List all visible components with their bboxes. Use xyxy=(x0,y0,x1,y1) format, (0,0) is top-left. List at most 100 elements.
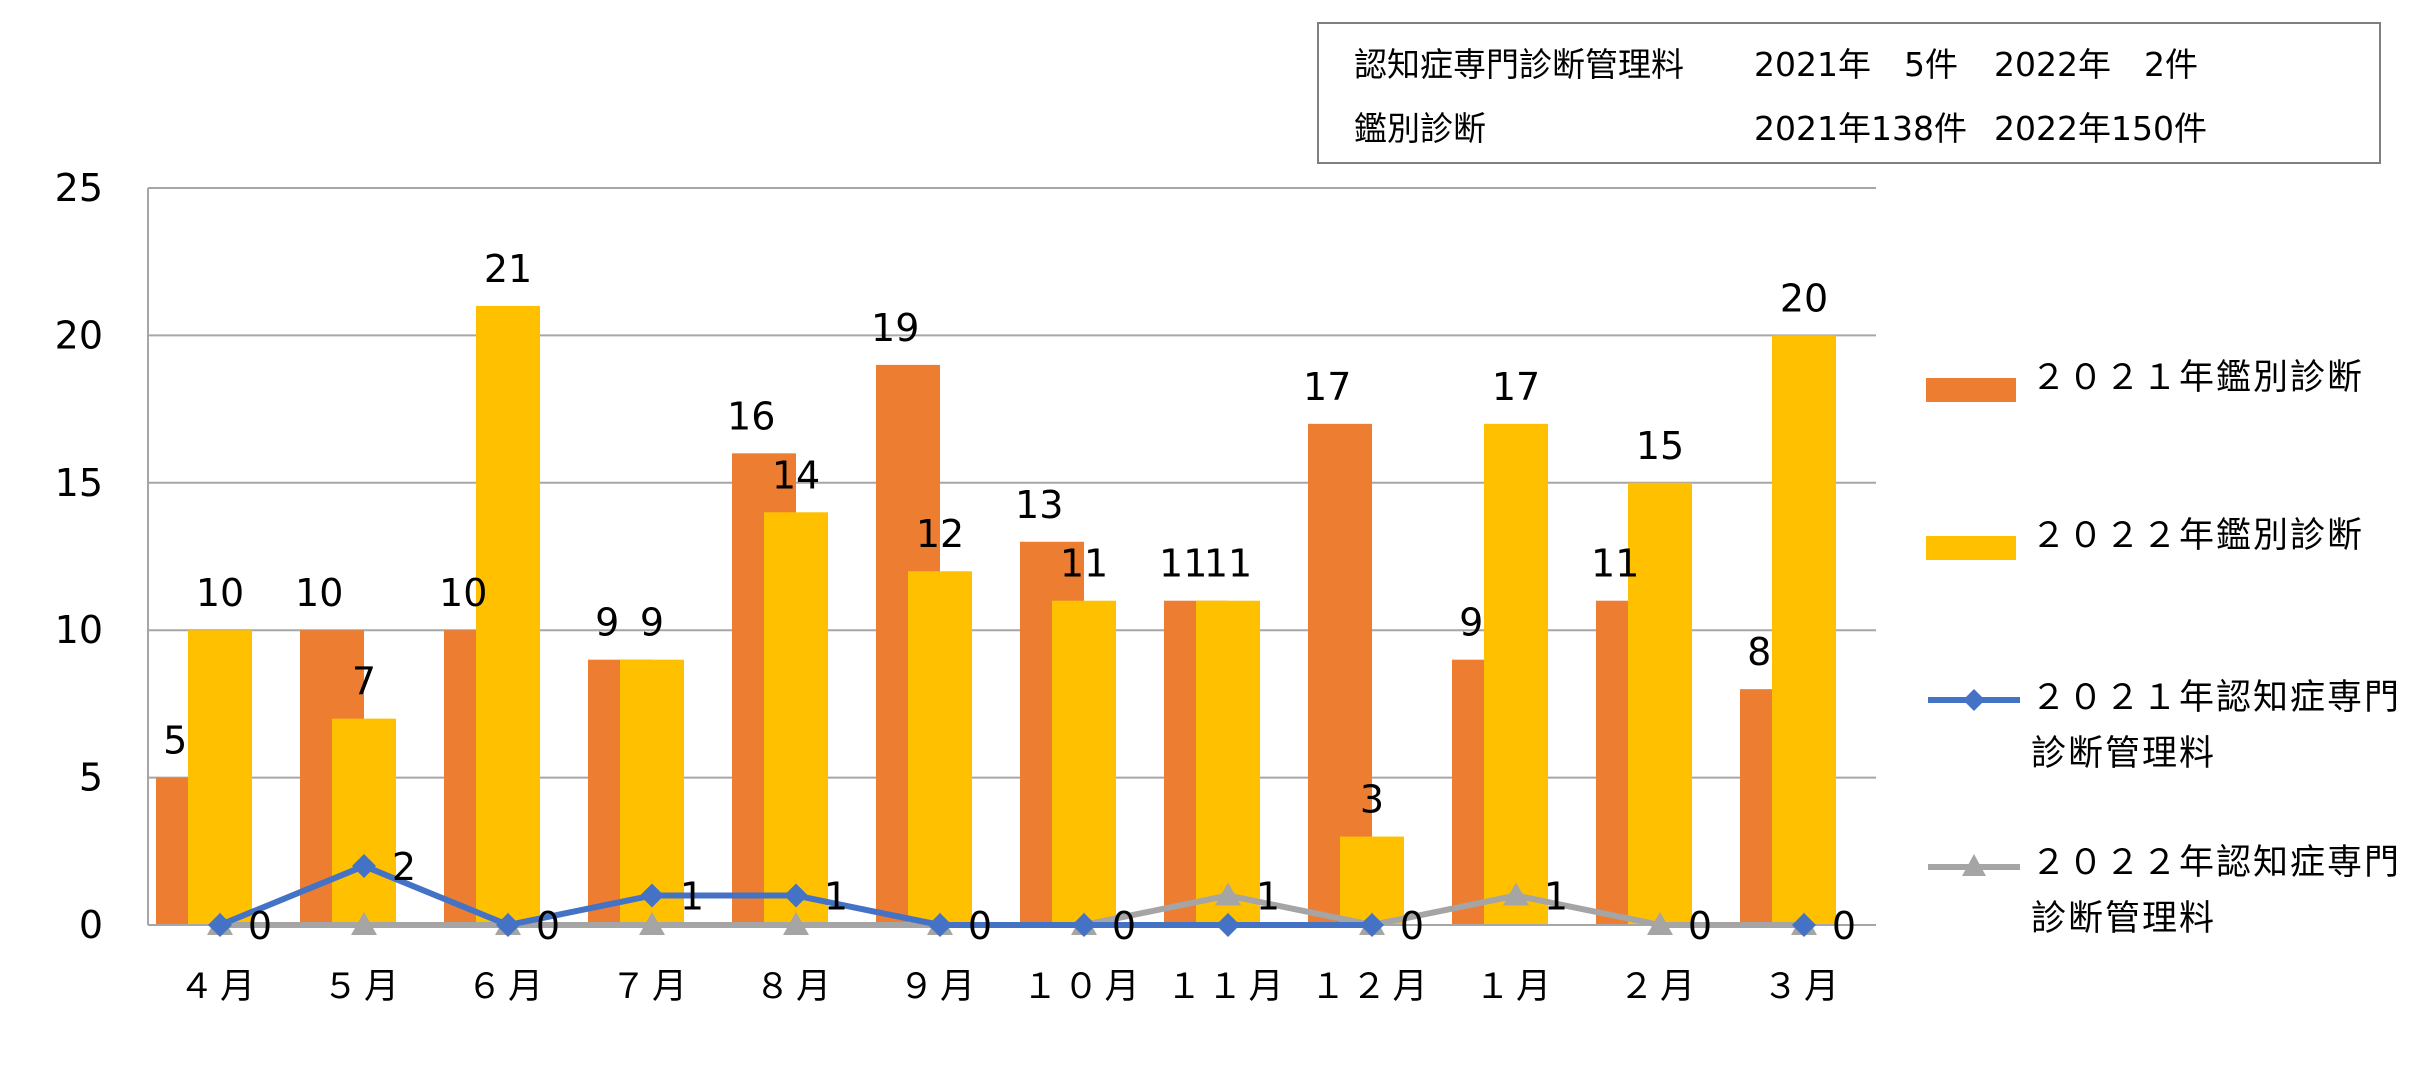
data-label-2021-ninchisho: 1 xyxy=(680,875,704,919)
bar-2022-kanbetsu xyxy=(188,630,252,925)
series-2021-ninchisho-marker xyxy=(784,883,808,908)
x-tick-label: ９月 xyxy=(899,967,981,1007)
data-label-2022-kanbetsu: 15 xyxy=(1636,424,1684,468)
legend-label: ２０２２年鑑別診断 xyxy=(2031,516,2365,556)
data-label-2022-kanbetsu: 20 xyxy=(1780,276,1828,320)
series-2021-ninchisho-marker xyxy=(640,883,664,908)
data-label-2022-ninchisho: 0 xyxy=(1688,904,1712,948)
summary-label: 認知症専門診断管理料 xyxy=(1354,45,1684,84)
x-tick-label: １月 xyxy=(1475,967,1557,1007)
data-label-2021-ninchisho: 0 xyxy=(1400,904,1424,948)
lines xyxy=(207,854,1817,937)
data-label-2021-ninchisho: 0 xyxy=(248,904,272,948)
series-2022-ninchisho-marker xyxy=(1503,882,1529,906)
data-label-2022-kanbetsu: 14 xyxy=(772,453,820,497)
data-label-2021-ninchisho: 2 xyxy=(392,845,416,889)
data-label-2021-kanbetsu: 19 xyxy=(871,306,919,350)
data-label-2022-ninchisho: 1 xyxy=(1544,875,1568,919)
series-2022-ninchisho-marker xyxy=(1647,912,1673,935)
bar-2022-kanbetsu xyxy=(764,512,828,925)
bar-2022-kanbetsu xyxy=(1484,423,1548,925)
legend-label: ２０２１年鑑別診断 xyxy=(2031,358,2365,398)
data-label-2022-kanbetsu: 3 xyxy=(1360,778,1384,822)
data-label-2021-kanbetsu: 5 xyxy=(163,719,187,763)
series-2021-ninchisho-marker xyxy=(928,913,952,937)
y-tick-label: 5 xyxy=(79,756,103,800)
series-2022-ninchisho-marker xyxy=(639,912,665,935)
series-2022-ninchisho-marker xyxy=(351,912,377,935)
bar-2022-kanbetsu xyxy=(476,305,540,925)
summary-2021: 2021年 5件 xyxy=(1754,45,1958,84)
summary-2022: 2022年150件 xyxy=(1994,109,2207,148)
data-label-2021-ninchisho: 0 xyxy=(1832,904,1856,948)
data-label-2021-kanbetsu: 16 xyxy=(727,394,775,438)
series-2021-ninchisho-marker xyxy=(352,854,376,879)
series-2021-ninchisho-marker xyxy=(1072,913,1096,937)
bar-2022-kanbetsu xyxy=(1196,600,1260,925)
data-label-2022-kanbetsu: 7 xyxy=(352,660,376,704)
y-tick-label: 25 xyxy=(55,166,103,210)
bar-2022-kanbetsu xyxy=(1628,482,1692,925)
legend-swatch-blue-diamond xyxy=(1928,689,2020,711)
series-2021-ninchisho-marker xyxy=(1792,913,1816,937)
data-label-2021-ninchisho: 0 xyxy=(968,904,992,948)
bar-2022-kanbetsu xyxy=(908,571,972,925)
data-label-2022-kanbetsu: 17 xyxy=(1492,365,1540,409)
bar-2022-kanbetsu xyxy=(1340,836,1404,925)
bars xyxy=(156,305,1836,925)
data-label-2022-kanbetsu: 11 xyxy=(1204,542,1252,586)
y-tick-label: 20 xyxy=(55,313,103,357)
data-label-2021-ninchisho: 0 xyxy=(536,904,560,948)
y-axis-tick-labels: 0 5 10 15 20 25 xyxy=(55,166,103,947)
series-2021-ninchisho-marker xyxy=(1216,913,1240,937)
data-label-2021-kanbetsu: 11 xyxy=(1591,542,1639,586)
summary-label: 鑑別診断 xyxy=(1354,109,1486,148)
x-tick-label: ４月 xyxy=(179,967,261,1007)
series-2021-ninchisho-marker xyxy=(496,913,520,937)
bar-2022-kanbetsu xyxy=(1052,600,1116,925)
x-tick-label: １１月 xyxy=(1166,967,1289,1007)
data-label-2021-kanbetsu: 10 xyxy=(295,571,343,615)
data-label-2022-kanbetsu: 21 xyxy=(484,247,532,291)
bar-2022-kanbetsu xyxy=(620,659,684,925)
x-tick-label: １２月 xyxy=(1310,967,1433,1007)
data-label-2022-kanbetsu: 11 xyxy=(1060,542,1108,586)
summary-2021: 2021年138件 xyxy=(1754,109,1967,148)
series-2021-ninchisho-marker xyxy=(208,913,232,937)
bar-2022-kanbetsu xyxy=(332,718,396,925)
series-2022-ninchisho-marker xyxy=(1215,882,1241,906)
y-tick-label: 10 xyxy=(55,608,103,652)
data-label-2022-kanbetsu: 12 xyxy=(916,512,964,556)
gridlines xyxy=(148,187,1876,779)
legend-swatch-orange xyxy=(1926,378,2016,402)
x-tick-label: ３月 xyxy=(1763,967,1845,1007)
x-tick-label: ８月 xyxy=(755,967,837,1007)
data-label-2021-kanbetsu: 10 xyxy=(439,571,487,615)
data-label-2021-kanbetsu: 17 xyxy=(1303,365,1351,409)
data-label-2021-kanbetsu: 11 xyxy=(1159,542,1207,586)
data-label-2022-kanbetsu: 10 xyxy=(196,571,244,615)
bar-2022-kanbetsu xyxy=(1772,335,1836,925)
summary-2022: 2022年 2件 xyxy=(1994,45,2198,84)
data-label-2021-kanbetsu: 13 xyxy=(1015,483,1063,527)
legend-swatch-yellow xyxy=(1926,536,2016,560)
x-tick-label: １０月 xyxy=(1022,967,1145,1007)
x-axis-tick-labels: ４月 ５月 ６月 ７月 ８月 ９月 １０月 １１月 １２月 １月 ２月 ３月 xyxy=(179,967,1845,1007)
summary-box: 認知症専門診断管理料 2021年 5件 2022年 2件 鑑別診断 2021年1… xyxy=(1317,22,2381,164)
legend-swatch-gray-triangle xyxy=(1928,854,2020,876)
series-2021-ninchisho-marker xyxy=(1360,913,1384,937)
data-label-2021-kanbetsu: 9 xyxy=(595,601,619,645)
legend-label: ２０２１年認知症専門診断管理料 xyxy=(2031,678,2402,774)
data-label-2021-kanbetsu: 9 xyxy=(1459,601,1483,645)
x-tick-label: ７月 xyxy=(611,967,693,1007)
x-tick-label: ５月 xyxy=(323,967,405,1007)
data-label-2021-kanbetsu: 8 xyxy=(1747,630,1771,674)
y-tick-label: 0 xyxy=(79,903,103,947)
data-label-2022-kanbetsu: 9 xyxy=(640,601,664,645)
y-tick-label: 15 xyxy=(55,461,103,505)
data-label-2021-ninchisho: 0 xyxy=(1112,904,1136,948)
data-label-2022-ninchisho: 1 xyxy=(1256,875,1280,919)
x-tick-label: ６月 xyxy=(467,967,549,1007)
